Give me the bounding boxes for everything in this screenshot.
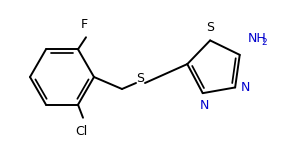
Text: 2: 2: [262, 38, 267, 47]
Text: N: N: [200, 99, 209, 112]
Text: S: S: [206, 21, 214, 34]
Text: S: S: [136, 73, 144, 86]
Text: N: N: [241, 81, 250, 94]
Text: Cl: Cl: [75, 125, 87, 138]
Text: NH: NH: [248, 32, 266, 45]
Text: F: F: [80, 18, 88, 31]
